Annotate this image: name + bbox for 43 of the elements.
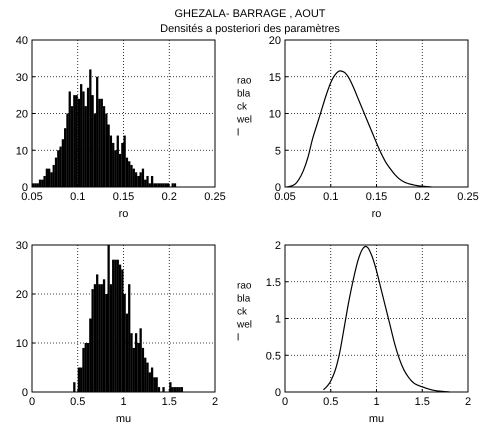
x-tick-label: 0.15 bbox=[366, 191, 388, 203]
x-tick-label: 0.25 bbox=[204, 191, 226, 203]
x-tick-label: 1 bbox=[120, 396, 127, 408]
y-tick-label: 40 bbox=[16, 35, 28, 47]
text: Densités a posteriori des paramètres bbox=[160, 23, 340, 35]
y-tick-label: 10 bbox=[268, 108, 281, 120]
y-axis-title: rao bla ck wel l bbox=[236, 280, 252, 344]
x-tick-label: 0.15 bbox=[112, 191, 134, 203]
y-tick-label: 15 bbox=[268, 72, 281, 84]
x-tick-label: 0.1 bbox=[70, 191, 86, 203]
x-tick-label: 0.5 bbox=[70, 396, 86, 408]
x-tick-label: 0.05 bbox=[21, 191, 43, 203]
x-tick-label: 0.05 bbox=[274, 191, 296, 203]
y-tick-label: 10 bbox=[16, 145, 28, 158]
x-axis-title: ro bbox=[372, 208, 382, 220]
y-tick-label: 0 bbox=[274, 387, 281, 399]
y-tick-label: 20 bbox=[268, 35, 281, 47]
y-tick-label: 0 bbox=[22, 387, 28, 399]
x-axis-title: mu bbox=[368, 413, 384, 425]
y-tick-label: 20 bbox=[16, 108, 28, 120]
x-tick-label: 0.2 bbox=[162, 191, 177, 203]
y-tick-label: 1 bbox=[274, 314, 281, 326]
x-tick-label: 0.1 bbox=[323, 191, 338, 203]
y-tick-label: 20 bbox=[16, 289, 28, 301]
y-tick-label: 5 bbox=[274, 145, 281, 158]
x-tick-label: 1.5 bbox=[414, 396, 430, 408]
y-tick-label: 2 bbox=[274, 240, 281, 252]
y-tick-label: 0.5 bbox=[266, 350, 281, 362]
x-tick-label: 0.2 bbox=[414, 191, 430, 203]
x-tick-label: 0.25 bbox=[457, 191, 479, 203]
x-tick-label: 2 bbox=[212, 396, 218, 408]
x-axis-title: ro bbox=[118, 208, 128, 220]
x-tick-label: 1.5 bbox=[162, 396, 177, 408]
x-tick-label: 1 bbox=[373, 396, 380, 408]
x-tick-label: 0.5 bbox=[323, 396, 338, 408]
x-tick-label: 2 bbox=[464, 396, 472, 408]
y-tick-label: 30 bbox=[16, 72, 28, 84]
y-tick-label: 30 bbox=[16, 240, 28, 252]
text: GHEZALA- BARRAGE , AOUT bbox=[174, 8, 326, 20]
x-axis-title: mu bbox=[116, 413, 132, 425]
y-axis-title: rao bla ck wel l bbox=[236, 76, 252, 138]
y-tick-label: 10 bbox=[16, 338, 28, 350]
y-tick-label: 1.5 bbox=[266, 276, 281, 289]
